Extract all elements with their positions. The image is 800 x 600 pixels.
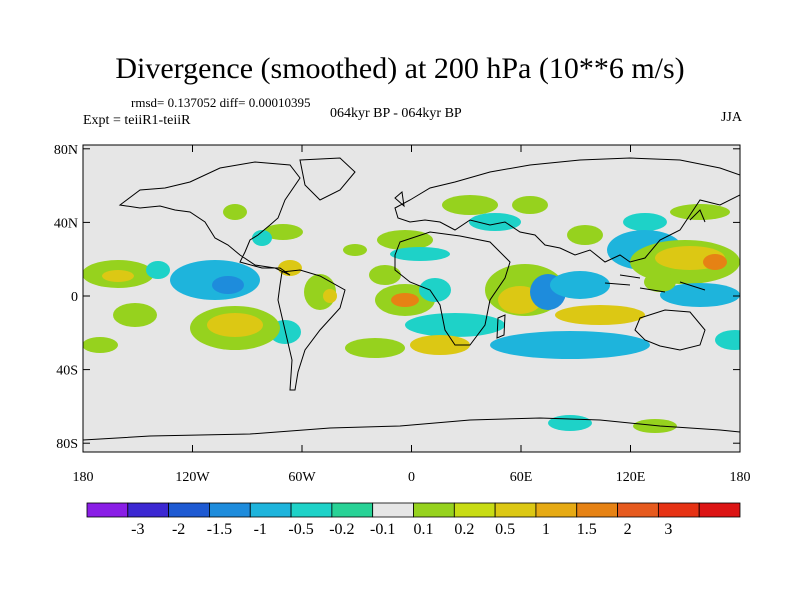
divergence-patch — [567, 225, 603, 245]
divergence-patch — [555, 305, 645, 325]
divergence-patch — [644, 272, 676, 292]
divergence-patch — [207, 313, 263, 337]
divergence-patch — [419, 278, 451, 302]
divergence-patch — [369, 265, 401, 285]
lat-tick-label: 0 — [71, 290, 78, 305]
colorbar-label: -1 — [254, 521, 267, 538]
season-label: JJA — [720, 110, 742, 125]
divergence-patch — [405, 313, 505, 337]
colorbar-label: 1 — [542, 521, 550, 538]
divergence-patch — [670, 204, 730, 220]
colorbar-label: 0.2 — [454, 521, 474, 538]
lon-tick-label: 120W — [175, 470, 210, 485]
colorbar — [86, 502, 741, 518]
divergence-patch — [442, 195, 498, 215]
lat-tick-label: 40N — [54, 216, 78, 231]
divergence-patch — [410, 335, 470, 355]
colorbar-box — [290, 502, 333, 518]
divergence-patch — [113, 303, 157, 327]
north-america-coast — [118, 161, 301, 276]
maritime-continent-coast — [604, 274, 706, 293]
colorbar-box — [86, 502, 129, 518]
colorbar-box — [453, 502, 496, 518]
lon-tick-label: 120E — [616, 470, 646, 485]
colorbar-box — [413, 502, 455, 518]
lon-tick-label: 60E — [510, 470, 533, 485]
colorbar-label: -1.5 — [207, 521, 232, 538]
colorbar-label: 0.1 — [414, 521, 434, 538]
lon-tick-label: 180 — [730, 470, 751, 485]
madagascar-coast — [496, 314, 506, 339]
colorbar-box — [698, 502, 741, 518]
lon-tick-label: 180 — [73, 470, 94, 485]
statistics-label: rmsd= 0.137052 diff= 0.00010395 — [131, 95, 311, 110]
axis-ticks — [82, 145, 741, 452]
divergence-patch — [490, 331, 650, 359]
lon-tick-label: 60W — [288, 470, 316, 485]
greenland-coast — [299, 157, 356, 201]
colorbar-box — [168, 502, 210, 518]
coastlines — [83, 157, 740, 441]
south-america-coast — [277, 269, 346, 391]
uk-coast — [394, 191, 405, 208]
divergence-patch — [343, 244, 367, 256]
axis-labels: 80N 40N 0 40S 80S 180 120W 60W 0 60E 120E 180 — [54, 143, 751, 485]
colorbar-box — [617, 502, 659, 518]
colorbar-label: 1.5 — [577, 521, 597, 538]
africa-coast — [394, 231, 511, 346]
colorbar-box — [249, 502, 292, 518]
divergence-patch — [345, 338, 405, 358]
lat-tick-label: 40S — [56, 364, 78, 379]
divergence-shading — [83, 195, 740, 433]
japan-coast — [689, 209, 706, 223]
colorbar-labels: -3 -2 -1.5 -1 -0.5 -0.2 -0.1 0.1 0.2 0.5 1 1.5 2 3 — [131, 521, 672, 538]
divergence-patch — [252, 230, 272, 246]
colorbar-label: -0.1 — [370, 521, 395, 538]
antarctica-coast — [83, 417, 740, 441]
divergence-patch — [263, 224, 303, 240]
divergence-patch — [715, 330, 740, 350]
colorbar-label: 2 — [624, 521, 632, 538]
divergence-patch — [323, 289, 337, 303]
lat-tick-label: 80N — [54, 143, 78, 158]
colorbar-box — [657, 502, 700, 518]
experiment-label: Expt = teiiR1-teiiR — [83, 113, 191, 128]
divergence-patch — [469, 213, 521, 231]
colorbar-label: -2 — [172, 521, 185, 538]
divergence-patch — [390, 247, 450, 261]
colorbar-label: -3 — [131, 521, 144, 538]
divergence-patch — [512, 196, 548, 214]
australia-coast — [634, 309, 706, 351]
divergence-patch — [703, 254, 727, 270]
colorbar-label: -0.2 — [329, 521, 354, 538]
divergence-patch — [146, 261, 170, 279]
lat-tick-label: 80S — [56, 437, 78, 452]
colorbar-label: -0.5 — [288, 521, 313, 538]
map-title: Divergence (smoothed) at 200 hPa (10**6 … — [115, 52, 685, 85]
colorbar-box — [535, 502, 578, 518]
europe-asia-coast — [394, 157, 740, 263]
divergence-patch — [548, 415, 592, 431]
colorbar-box — [331, 502, 374, 518]
divergence-patch — [212, 276, 244, 294]
divergence-patch — [623, 213, 667, 231]
colorbar-box — [494, 502, 537, 518]
divergence-patch — [660, 283, 740, 307]
divergence-patch — [102, 270, 134, 282]
divergence-patch — [391, 293, 419, 307]
period-label: 064kyr BP - 064kyr BP — [330, 106, 462, 121]
colorbar-label: 0.5 — [495, 521, 515, 538]
colorbar-box — [127, 502, 170, 518]
colorbar-box — [372, 502, 414, 518]
divergence-patch — [223, 204, 247, 220]
divergence-patch — [550, 271, 610, 299]
colorbar-box — [209, 502, 251, 518]
colorbar-box — [576, 502, 618, 518]
colorbar-label: 3 — [664, 521, 672, 538]
lon-tick-label: 0 — [408, 470, 415, 485]
divergence-patch — [83, 337, 118, 353]
